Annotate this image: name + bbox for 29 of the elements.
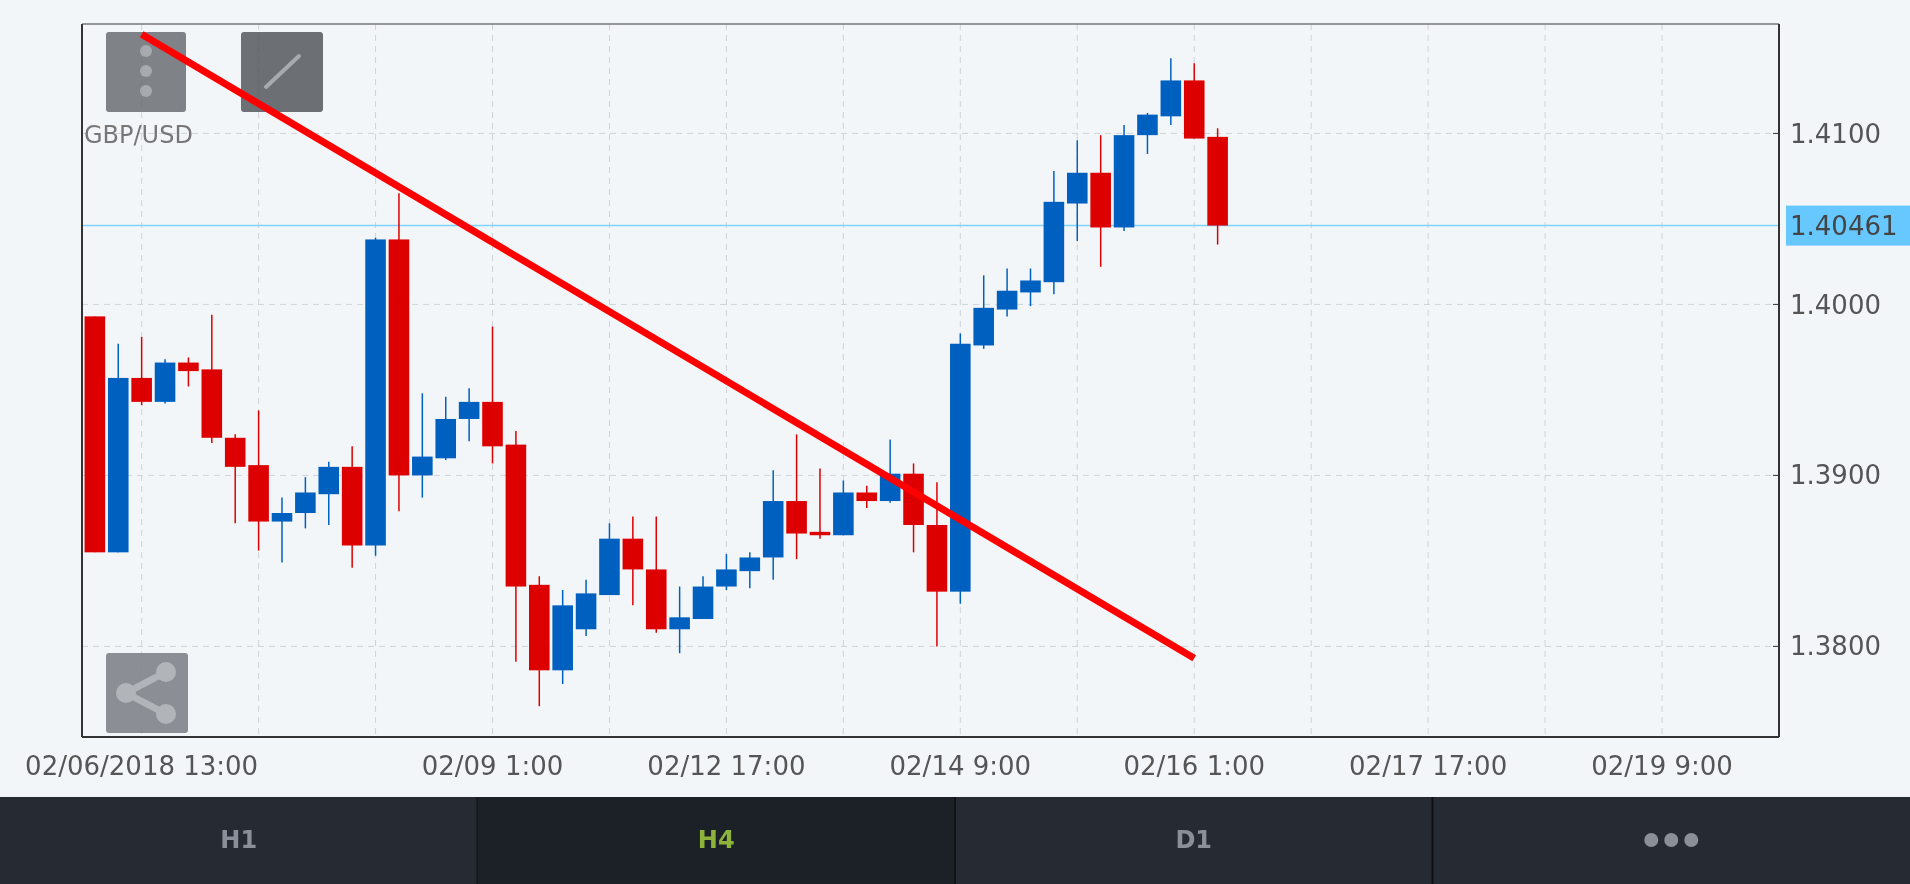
y-tick-label: 1.4000 — [1790, 289, 1881, 320]
x-tick-label: 02/17 17:00 — [1349, 751, 1508, 781]
text: GBP/USD — [84, 121, 193, 149]
candlestick — [996, 267, 1018, 318]
x-tick-label: 02/09 1:00 — [421, 751, 564, 781]
ref-line-label: 1.40461 — [1790, 210, 1898, 241]
candlestick — [1137, 112, 1158, 155]
x-tick-label: 02/14 9:00 — [889, 751, 1032, 781]
x-tick-label: 02/16 1:00 — [1123, 751, 1266, 781]
text: H4 — [697, 826, 735, 855]
text: H1 — [220, 826, 258, 855]
x-tick-label: 02/19 9:00 — [1591, 751, 1733, 781]
y-tick-label: 1.3800 — [1790, 631, 1881, 662]
y-tick-label: 1.3900 — [1790, 460, 1881, 491]
candlestick — [669, 585, 690, 654]
y-tick-label: 1.4100 — [1790, 118, 1881, 149]
candlestick — [271, 496, 293, 564]
candlestick — [131, 336, 152, 407]
candlestick — [739, 551, 761, 589]
candlestick — [1020, 267, 1041, 307]
candlestick — [178, 356, 199, 388]
x-tick-label: 02/12 17:00 — [647, 751, 806, 781]
candlestick — [716, 553, 737, 591]
candlestick — [856, 484, 878, 509]
candlestick — [412, 392, 433, 499]
x-tick-label: 02/06/2018 13:00 — [25, 751, 259, 781]
candlestick — [458, 387, 480, 442]
candlestick — [295, 476, 316, 530]
text: D1 — [1175, 826, 1213, 855]
